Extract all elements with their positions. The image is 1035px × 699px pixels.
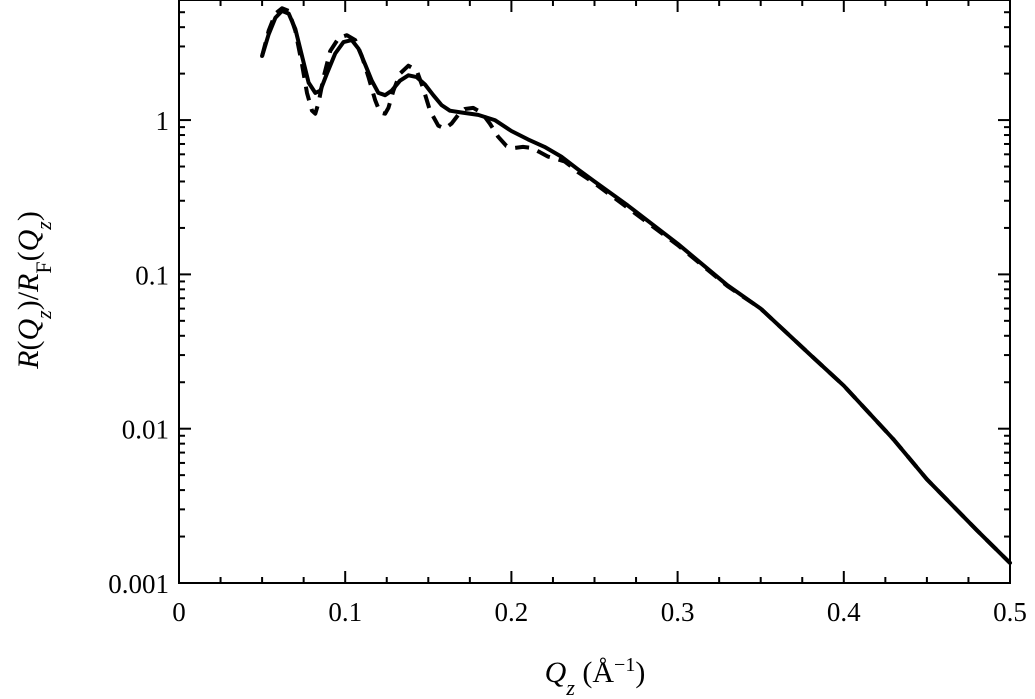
x-tick-label: 0.1 [328, 597, 362, 627]
x-tick-label: 0.4 [827, 597, 861, 627]
y-tick-label: 1 [156, 106, 170, 136]
tick-labels: 0 0.1 0.2 0.3 0.4 0.5 0.001 0.01 0.1 1 [108, 106, 1027, 627]
x-tick-label: 0.3 [661, 597, 695, 627]
dashed-series-line [260, 6, 1012, 565]
x-tick-label: 0 [172, 597, 186, 627]
y-axis-title: R(Qz)/RF(Qz) [12, 211, 56, 370]
data-series [260, 6, 1012, 565]
x-axis-title: Qz (Å−1) [545, 654, 646, 699]
y-tick-label: 0.01 [122, 415, 169, 445]
plot-frame [178, 0, 1011, 584]
y-tick-label: 0.1 [135, 260, 169, 290]
x-tick-label: 0.2 [495, 597, 529, 627]
x-tick-label: 0.5 [993, 597, 1027, 627]
y-tick-label: 0.001 [108, 569, 169, 599]
axis-ticks [178, 0, 1011, 584]
